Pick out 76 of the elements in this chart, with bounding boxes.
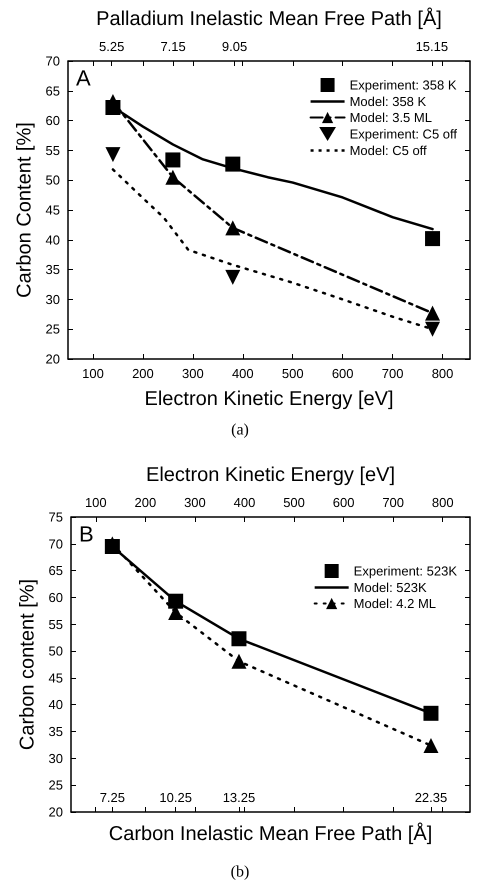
- x2-tick-label: 9.05: [222, 39, 248, 54]
- y-tick-label: 55: [48, 616, 63, 632]
- y-tick-label: 65: [48, 563, 63, 578]
- x-tick-label: 13.25: [222, 790, 256, 805]
- y-tick-label: 60: [48, 590, 63, 605]
- x2-tick-label: 700: [382, 495, 404, 510]
- point: [425, 322, 440, 337]
- y-tick-label: 20: [46, 352, 60, 366]
- y-tick-label: 55: [46, 142, 60, 158]
- y-tick-label: 50: [46, 172, 60, 188]
- y-tick-label: 20: [48, 804, 63, 820]
- x-axis-title: Electron Kinetic Energy [eV]: [144, 388, 394, 410]
- x-tick-label: 400: [232, 366, 254, 381]
- legend-label: Model: C5 off: [350, 143, 428, 158]
- x2-tick-label: 5.25: [99, 39, 124, 54]
- point: [423, 706, 438, 721]
- y-tick-label: 45: [46, 202, 60, 218]
- y-tick-label: 40: [48, 697, 63, 712]
- x-tick-label: 800: [432, 366, 454, 381]
- point: [165, 170, 180, 185]
- point: [165, 152, 180, 168]
- legend-label: Model: 3.5 ML: [350, 110, 432, 125]
- x-tick-label: 600: [332, 366, 354, 381]
- legend-label: Model: 4.2 ML: [354, 596, 436, 611]
- x-tick-label: 7.25: [100, 790, 126, 805]
- x2-axis-title: Palladium Inelastic Mean Free Path [Å]: [96, 7, 442, 30]
- y-tick-label: 25: [48, 778, 63, 793]
- y-tick-label: 35: [48, 724, 63, 740]
- x2-axis-title: Electron Kinetic Energy [eV]: [146, 464, 396, 486]
- legend-label: Experiment: 358 K: [350, 78, 457, 92]
- annotation: A: [76, 66, 91, 90]
- y-axis-title: Carbon Content [%]: [14, 122, 36, 298]
- y-tick-label: 40: [46, 232, 60, 248]
- legend-label: Model: 523K: [354, 580, 427, 595]
- y-tick-label: 65: [46, 83, 60, 98]
- legend-label: Model: 358 K: [350, 94, 427, 109]
- point: [225, 220, 240, 236]
- y-tick-label: 50: [48, 644, 63, 659]
- y-tick-label: 60: [46, 113, 60, 128]
- y-axis-title: Carbon content [%]: [16, 578, 39, 750]
- x2-tick-label: 200: [134, 495, 156, 510]
- annotation: B: [79, 522, 94, 546]
- x2-tick-label: 7.15: [160, 39, 186, 54]
- x-tick-label: 22.35: [414, 790, 448, 805]
- x-tick-label: 200: [132, 366, 154, 381]
- y-tick-label: 70: [46, 54, 60, 68]
- x-tick-label: 300: [182, 366, 204, 381]
- y-tick-label: 30: [46, 292, 60, 307]
- x2-tick-label: 500: [283, 495, 305, 510]
- y-tick-label: 70: [48, 536, 63, 552]
- x-tick-label: 100: [82, 366, 104, 381]
- point: [231, 654, 246, 669]
- y-tick-label: 25: [46, 322, 60, 337]
- x-tick-label: 700: [382, 366, 404, 381]
- x2-tick-label: 100: [84, 495, 107, 510]
- x2-tick-label: 300: [184, 495, 206, 510]
- point: [105, 147, 120, 162]
- x-tick-label: 500: [282, 366, 304, 381]
- x2-tick-label: 600: [332, 495, 354, 510]
- x2-tick-label: 15.15: [416, 39, 448, 54]
- legend-label: Experiment: C5 off: [350, 126, 458, 142]
- point: [425, 306, 440, 321]
- x-tick-label: 10.25: [159, 790, 192, 805]
- y-tick-label: 75: [48, 510, 63, 524]
- point: [423, 738, 438, 753]
- text: (b): [230, 864, 250, 880]
- y-tick-label: 45: [48, 670, 63, 686]
- x2-tick-label: 800: [432, 495, 454, 510]
- point: [225, 270, 240, 285]
- y-tick-label: 30: [48, 750, 63, 766]
- legend-label: Experiment: 523K: [354, 564, 458, 578]
- x2-tick-label: 400: [234, 495, 256, 510]
- point: [425, 231, 440, 246]
- y-tick-label: 35: [46, 262, 60, 278]
- x-axis-title: Carbon Inelastic Mean Free Path [Å]: [108, 822, 432, 845]
- text: (a): [231, 422, 249, 438]
